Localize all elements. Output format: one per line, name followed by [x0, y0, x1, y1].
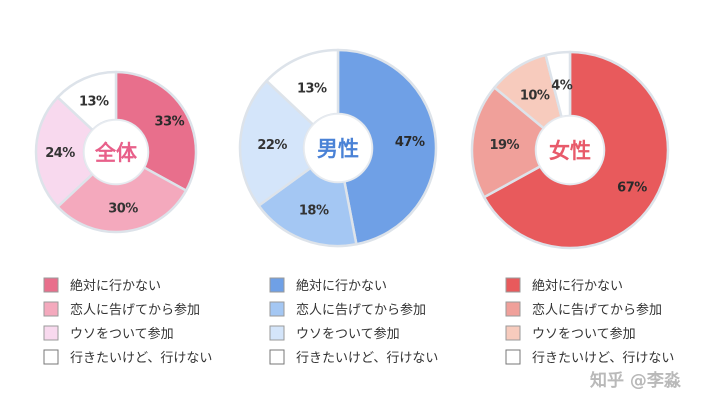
legend-label-3: ウソをついて参加 [70, 326, 174, 342]
legend-label-2: 恋人に告げてから参加 [70, 302, 200, 318]
legend-label-4: 行きたいけど、行けない [70, 351, 212, 366]
legend-swatch-2 [269, 301, 285, 317]
data-label-1: 33% [155, 114, 185, 129]
chart-title: 男性 [317, 137, 359, 161]
donut-hole [83, 119, 149, 185]
legend-label-4: 行きたいけど、行けない [532, 351, 674, 366]
legends: 絶対に行かない恋人に告げてから参加ウソをついて参加行きたいけど、行けない絶対に行… [43, 277, 674, 366]
legend-swatch-3 [505, 325, 521, 341]
legend-swatch-3 [43, 325, 59, 341]
legend-swatch-2 [43, 301, 59, 317]
donut-chart-1: 33% 30% 24% 13% 全体 [34, 70, 198, 234]
chart-title: 女性 [549, 139, 591, 163]
data-label-1: 67% [617, 181, 647, 196]
legend-swatch-1 [505, 277, 521, 293]
donut-hole [535, 115, 605, 185]
legend-label-3: ウソをついて参加 [532, 326, 636, 342]
legend-swatch-4 [43, 349, 59, 365]
data-label-3: 10% [520, 88, 550, 103]
legend-label-1: 絶対に行かない [70, 278, 161, 294]
data-label-1: 47% [395, 135, 425, 150]
donut-charts: 33% 30% 24% 13% 全体 47% 18% 22% 13% 男性 67% 19% 10%4% 女… [34, 48, 670, 250]
donut-chart-2: 47% 18% 22% 13% 男性 [238, 48, 438, 248]
legend-label-2: 恋人に告げてから参加 [296, 302, 426, 318]
legend-label-1: 絶対に行かない [296, 278, 387, 294]
watermark: 知乎 @李淼 [589, 370, 682, 391]
legend-swatch-4 [269, 349, 285, 365]
legend-swatch-3 [269, 325, 285, 341]
data-label-4: 4% [551, 79, 573, 94]
legend-label-2: 恋人に告げてから参加 [532, 302, 662, 318]
legend-swatch-1 [43, 277, 59, 293]
legend-label-1: 絶対に行かない [532, 278, 623, 294]
data-label-2: 18% [299, 203, 329, 218]
legend-label-3: ウソをついて参加 [296, 326, 400, 342]
chart-title: 全体 [94, 141, 138, 165]
data-label-2: 19% [489, 138, 519, 153]
data-label-3: 22% [257, 138, 287, 153]
data-label-4: 13% [297, 81, 327, 96]
legend-swatch-4 [505, 349, 521, 365]
legend-label-4: 行きたいけど、行けない [296, 351, 438, 366]
data-label-3: 24% [45, 146, 75, 161]
legend-swatch-1 [269, 277, 285, 293]
data-label-2: 30% [108, 202, 138, 217]
donut-hole [303, 113, 373, 183]
donut-chart-3: 67% 19% 10%4% 女性 [470, 50, 670, 250]
legend-swatch-2 [505, 301, 521, 317]
data-label-4: 13% [79, 95, 109, 110]
